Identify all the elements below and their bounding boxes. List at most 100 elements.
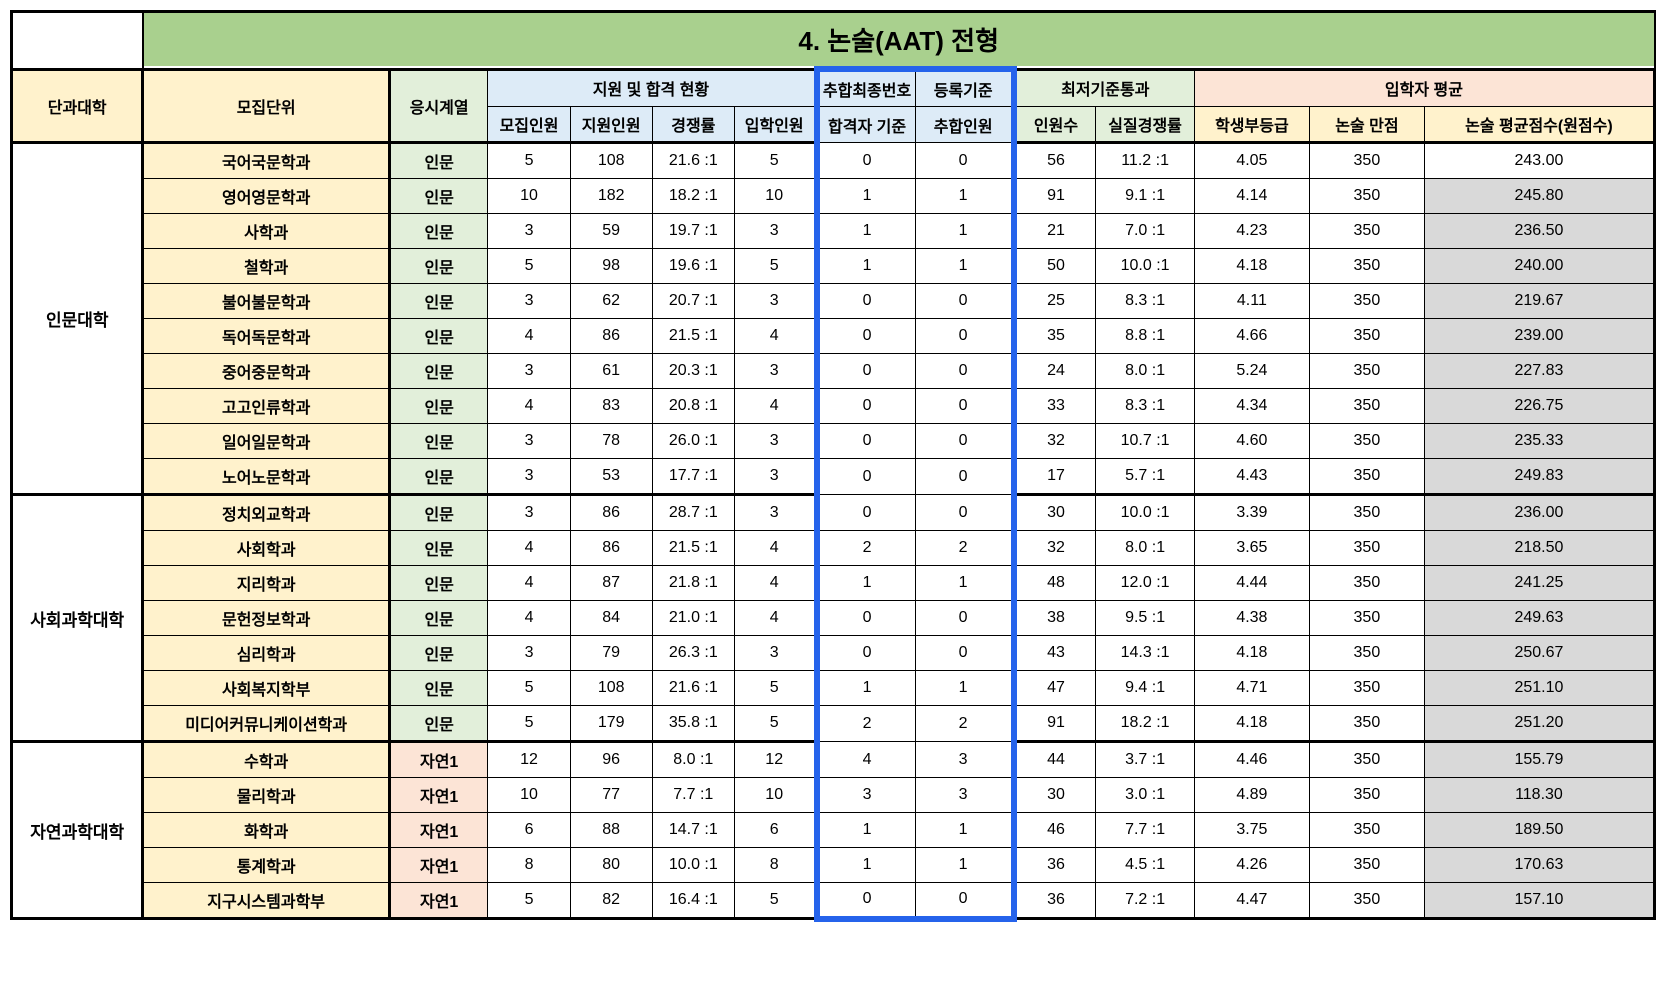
track: 인문 — [389, 319, 488, 354]
val-g1-3: 10 — [734, 179, 816, 214]
val-g2-0: 1 — [817, 214, 916, 249]
val-g1-3: 4 — [734, 601, 816, 636]
val-g3-0: 91 — [1014, 706, 1096, 742]
val-g4-0: 4.46 — [1194, 742, 1309, 778]
val-g1-1: 179 — [570, 706, 652, 742]
val-g2-0: 0 — [817, 495, 916, 531]
val-g1-2: 21.5 :1 — [652, 531, 734, 566]
track: 인문 — [389, 601, 488, 636]
val-g3-0: 33 — [1014, 389, 1096, 424]
val-g1-1: 98 — [570, 249, 652, 284]
val-g1-1: 82 — [570, 883, 652, 919]
val-g1-3: 5 — [734, 706, 816, 742]
val-g3-0: 30 — [1014, 778, 1096, 813]
val-g4-0: 4.43 — [1194, 459, 1309, 495]
val-g3-0: 24 — [1014, 354, 1096, 389]
val-g2-1: 2 — [915, 531, 1014, 566]
val-g3-0: 36 — [1014, 848, 1096, 883]
val-g1-0: 3 — [488, 424, 570, 459]
val-g3-1: 10.7 :1 — [1096, 424, 1195, 459]
val-g4-1: 350 — [1309, 566, 1424, 601]
hdr-g3-0: 인원수 — [1014, 107, 1096, 143]
val-g1-1: 86 — [570, 319, 652, 354]
track: 인문 — [389, 459, 488, 495]
dept-name: 미디어커뮤니케이션학과 — [143, 706, 389, 742]
val-g3-0: 21 — [1014, 214, 1096, 249]
hdr-g4-0: 학생부등급 — [1194, 107, 1309, 143]
val-g3-1: 3.7 :1 — [1096, 742, 1195, 778]
val-g2-1: 1 — [915, 179, 1014, 214]
val-g4-2: 243.00 — [1424, 143, 1654, 179]
val-g4-2: 251.10 — [1424, 671, 1654, 706]
val-g4-2: 240.00 — [1424, 249, 1654, 284]
val-g4-1: 350 — [1309, 459, 1424, 495]
val-g1-3: 5 — [734, 671, 816, 706]
hdr-g4-1: 논술 만점 — [1309, 107, 1424, 143]
val-g4-0: 4.66 — [1194, 319, 1309, 354]
val-g3-1: 8.0 :1 — [1096, 531, 1195, 566]
val-g1-0: 8 — [488, 848, 570, 883]
dept-name: 수학과 — [143, 742, 389, 778]
val-g2-1: 1 — [915, 671, 1014, 706]
track: 인문 — [389, 706, 488, 742]
val-g2-1: 0 — [915, 601, 1014, 636]
hdr-g4-2: 논술 평균점수(원점수) — [1424, 107, 1654, 143]
val-g4-1: 350 — [1309, 848, 1424, 883]
val-g4-2: 227.83 — [1424, 354, 1654, 389]
val-g3-0: 35 — [1014, 319, 1096, 354]
val-g2-0: 1 — [817, 249, 916, 284]
val-g2-0: 0 — [817, 459, 916, 495]
val-g1-1: 79 — [570, 636, 652, 671]
val-g2-1: 1 — [915, 813, 1014, 848]
val-g1-3: 3 — [734, 424, 816, 459]
val-g1-0: 4 — [488, 319, 570, 354]
val-g1-0: 12 — [488, 742, 570, 778]
track: 인문 — [389, 249, 488, 284]
hdr-group1: 지원 및 합격 현황 — [488, 69, 817, 107]
val-g1-2: 21.8 :1 — [652, 566, 734, 601]
val-g1-2: 18.2 :1 — [652, 179, 734, 214]
val-g4-1: 350 — [1309, 671, 1424, 706]
val-g4-1: 350 — [1309, 601, 1424, 636]
val-g1-0: 5 — [488, 671, 570, 706]
hdr-g1-3: 입학인원 — [734, 107, 816, 143]
val-g3-0: 46 — [1014, 813, 1096, 848]
val-g1-1: 83 — [570, 389, 652, 424]
val-g3-1: 7.0 :1 — [1096, 214, 1195, 249]
val-g1-2: 10.0 :1 — [652, 848, 734, 883]
hdr-dept: 모집단위 — [143, 69, 389, 143]
val-g2-1: 0 — [915, 459, 1014, 495]
val-g2-1: 0 — [915, 143, 1014, 179]
val-g4-1: 350 — [1309, 813, 1424, 848]
val-g1-2: 21.0 :1 — [652, 601, 734, 636]
val-g1-0: 4 — [488, 566, 570, 601]
val-g2-1: 0 — [915, 354, 1014, 389]
val-g1-3: 8 — [734, 848, 816, 883]
val-g3-1: 9.1 :1 — [1096, 179, 1195, 214]
dept-name: 불어불문학과 — [143, 284, 389, 319]
val-g1-0: 3 — [488, 284, 570, 319]
val-g4-1: 350 — [1309, 284, 1424, 319]
val-g4-1: 350 — [1309, 531, 1424, 566]
val-g4-2: 219.67 — [1424, 284, 1654, 319]
val-g2-0: 0 — [817, 143, 916, 179]
val-g3-1: 12.0 :1 — [1096, 566, 1195, 601]
val-g4-0: 5.24 — [1194, 354, 1309, 389]
val-g1-3: 5 — [734, 143, 816, 179]
val-g1-2: 20.3 :1 — [652, 354, 734, 389]
hdr-track: 응시계열 — [389, 69, 488, 143]
val-g2-0: 0 — [817, 319, 916, 354]
dept-name: 문헌정보학과 — [143, 601, 389, 636]
table-title: 4. 논술(AAT) 전형 — [143, 12, 1655, 70]
track: 인문 — [389, 566, 488, 601]
val-g1-1: 86 — [570, 495, 652, 531]
val-g1-0: 10 — [488, 179, 570, 214]
val-g2-0: 1 — [817, 671, 916, 706]
val-g2-1: 2 — [915, 706, 1014, 742]
val-g3-0: 44 — [1014, 742, 1096, 778]
val-g3-1: 11.2 :1 — [1096, 143, 1195, 179]
hdr-group4: 입학자 평균 — [1194, 69, 1654, 107]
val-g4-0: 4.44 — [1194, 566, 1309, 601]
val-g4-1: 350 — [1309, 179, 1424, 214]
val-g1-3: 3 — [734, 284, 816, 319]
